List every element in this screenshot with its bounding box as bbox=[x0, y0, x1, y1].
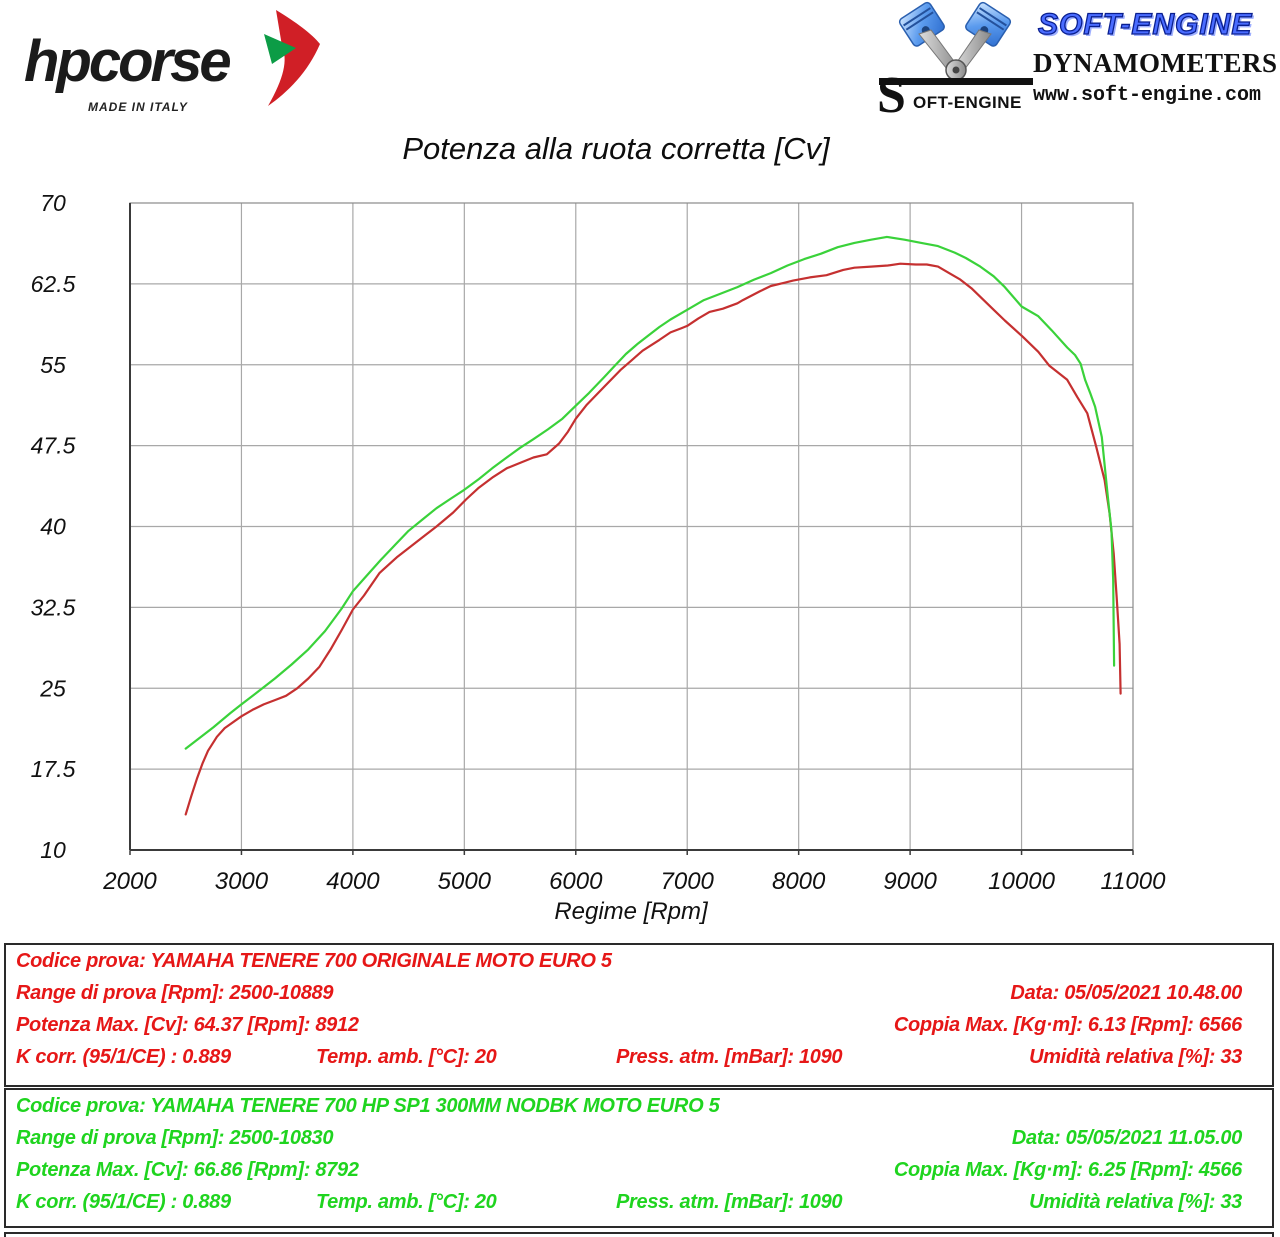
potenza-max-value: Potenza Max. [Cv]: 64.37 [Rpm]: 8912 bbox=[16, 1014, 359, 1036]
pistons-icon: S OFT-ENGINE bbox=[877, 1, 1033, 124]
softengine-brand-text: SOFT-ENGINE bbox=[1037, 7, 1253, 41]
table-row: K corr. (95/1/CE) : 0.889 Temp. amb. [°C… bbox=[6, 1041, 1272, 1073]
table-box-cutoff bbox=[4, 1232, 1274, 1237]
x-tick-label: 7000 bbox=[661, 868, 715, 895]
softengine-logo: S OFT-ENGINE SOFT-ENGINE DYNAMOMETERS ww… bbox=[875, 0, 1278, 124]
table-row: K corr. (95/1/CE) : 0.889 Temp. amb. [°C… bbox=[6, 1186, 1272, 1218]
table-row: Codice prova: YAMAHA TENERE 700 ORIGINAL… bbox=[6, 945, 1272, 977]
umidita-relativa-value: Umidità relativa [%]: 33 bbox=[1029, 1046, 1242, 1068]
power-curve-original bbox=[184, 262, 1122, 816]
y-tick-label: 70 bbox=[40, 190, 66, 216]
data-value: Data: 05/05/2021 11.05.00 bbox=[1011, 1127, 1242, 1149]
softengine-url-text: www.soft-engine.com bbox=[1033, 84, 1262, 107]
y-tick-label: 32.5 bbox=[31, 594, 76, 620]
coppia-max-value: Coppia Max. [Kg·m]: 6.25 [Rpm]: 4566 bbox=[893, 1159, 1242, 1181]
range-di-prova-value: Range di prova [Rpm]: 2500-10830 bbox=[16, 1127, 334, 1149]
chart-title: Potenza alla ruota corretta [Cv] bbox=[402, 131, 830, 166]
softengine-oft-engine-text: OFT-ENGINE bbox=[913, 93, 1022, 112]
table-row: Potenza Max. [Cv]: 64.37 [Rpm]: 8912 Cop… bbox=[6, 1009, 1272, 1041]
k-corr-value: K corr. (95/1/CE) : 0.889 bbox=[16, 1046, 231, 1068]
table-row: Potenza Max. [Cv]: 66.86 [Rpm]: 8792 Cop… bbox=[6, 1154, 1272, 1186]
codice-prova-value: Codice prova: YAMAHA TENERE 700 HP SP1 3… bbox=[16, 1095, 720, 1117]
potenza-max-value: Potenza Max. [Cv]: 66.86 [Rpm]: 8792 bbox=[16, 1159, 359, 1181]
x-tick-label: 8000 bbox=[772, 868, 826, 895]
x-tick-label: 11000 bbox=[1101, 868, 1167, 895]
y-tick-label: 25 bbox=[39, 675, 66, 701]
x-tick-label: 5000 bbox=[438, 868, 492, 895]
test-table-original: Codice prova: YAMAHA TENERE 700 ORIGINAL… bbox=[4, 943, 1274, 1087]
y-tick-label: 62.5 bbox=[31, 271, 76, 297]
hpcorse-brand-text: hpcorse bbox=[24, 29, 232, 94]
coppia-max-value: Coppia Max. [Kg·m]: 6.13 [Rpm]: 6566 bbox=[893, 1014, 1242, 1036]
table-row: Codice prova: YAMAHA TENERE 700 HP SP1 3… bbox=[6, 1090, 1272, 1122]
x-tick-label: 3000 bbox=[215, 868, 269, 895]
press-atm-value: Press. atm. [mBar]: 1090 bbox=[616, 1191, 843, 1213]
y-tick-label: 47.5 bbox=[31, 433, 76, 459]
temp-amb-value: Temp. amb. [°C]: 20 bbox=[316, 1046, 497, 1068]
umidita-relativa-value: Umidità relativa [%]: 33 bbox=[1029, 1191, 1242, 1213]
x-tick-label: 6000 bbox=[549, 868, 603, 895]
y-tick-label: 10 bbox=[40, 837, 66, 863]
hpcorse-logo: hpcorse MADE IN ITALY bbox=[10, 6, 340, 121]
temp-amb-value: Temp. amb. [°C]: 20 bbox=[316, 1191, 497, 1213]
press-atm-value: Press. atm. [mBar]: 1090 bbox=[616, 1046, 843, 1068]
softengine-dynamometers-text: DYNAMOMETERS bbox=[1033, 48, 1278, 78]
power-curve-chart: 70 62.5 55 47.5 40 32.5 25 17.5 10 2000 3000 4000 50… bbox=[31, 190, 1167, 895]
y-tick-label: 17.5 bbox=[31, 756, 76, 782]
table-row: Range di prova [Rpm]: 2500-10830 Data: 0… bbox=[6, 1122, 1272, 1154]
x-tick-label: 2000 bbox=[102, 868, 157, 895]
hpcorse-made-in-italy-text: MADE IN ITALY bbox=[88, 100, 188, 114]
range-di-prova-value: Range di prova [Rpm]: 2500-10889 bbox=[16, 982, 334, 1004]
power-curve-hp-sp1 bbox=[184, 235, 1116, 750]
k-corr-value: K corr. (95/1/CE) : 0.889 bbox=[16, 1191, 231, 1213]
softengine-s-glyph: S bbox=[877, 67, 906, 120]
y-tick-label: 55 bbox=[40, 352, 66, 378]
x-tick-label: 4000 bbox=[326, 868, 380, 895]
y-tick-label: 40 bbox=[40, 514, 66, 540]
test-table-hp-sp1: Codice prova: YAMAHA TENERE 700 HP SP1 3… bbox=[4, 1088, 1274, 1228]
data-value: Data: 05/05/2021 10.48.00 bbox=[1010, 982, 1242, 1004]
table-row: Range di prova [Rpm]: 2500-10889 Data: 0… bbox=[6, 977, 1272, 1009]
hpcorse-arrow-icon bbox=[264, 10, 320, 106]
x-tick-label: 10000 bbox=[988, 868, 1055, 895]
codice-prova-value: Codice prova: YAMAHA TENERE 700 ORIGINAL… bbox=[16, 950, 612, 972]
x-axis-title: Regime [Rpm] bbox=[554, 898, 708, 925]
x-tick-label: 9000 bbox=[883, 868, 937, 895]
